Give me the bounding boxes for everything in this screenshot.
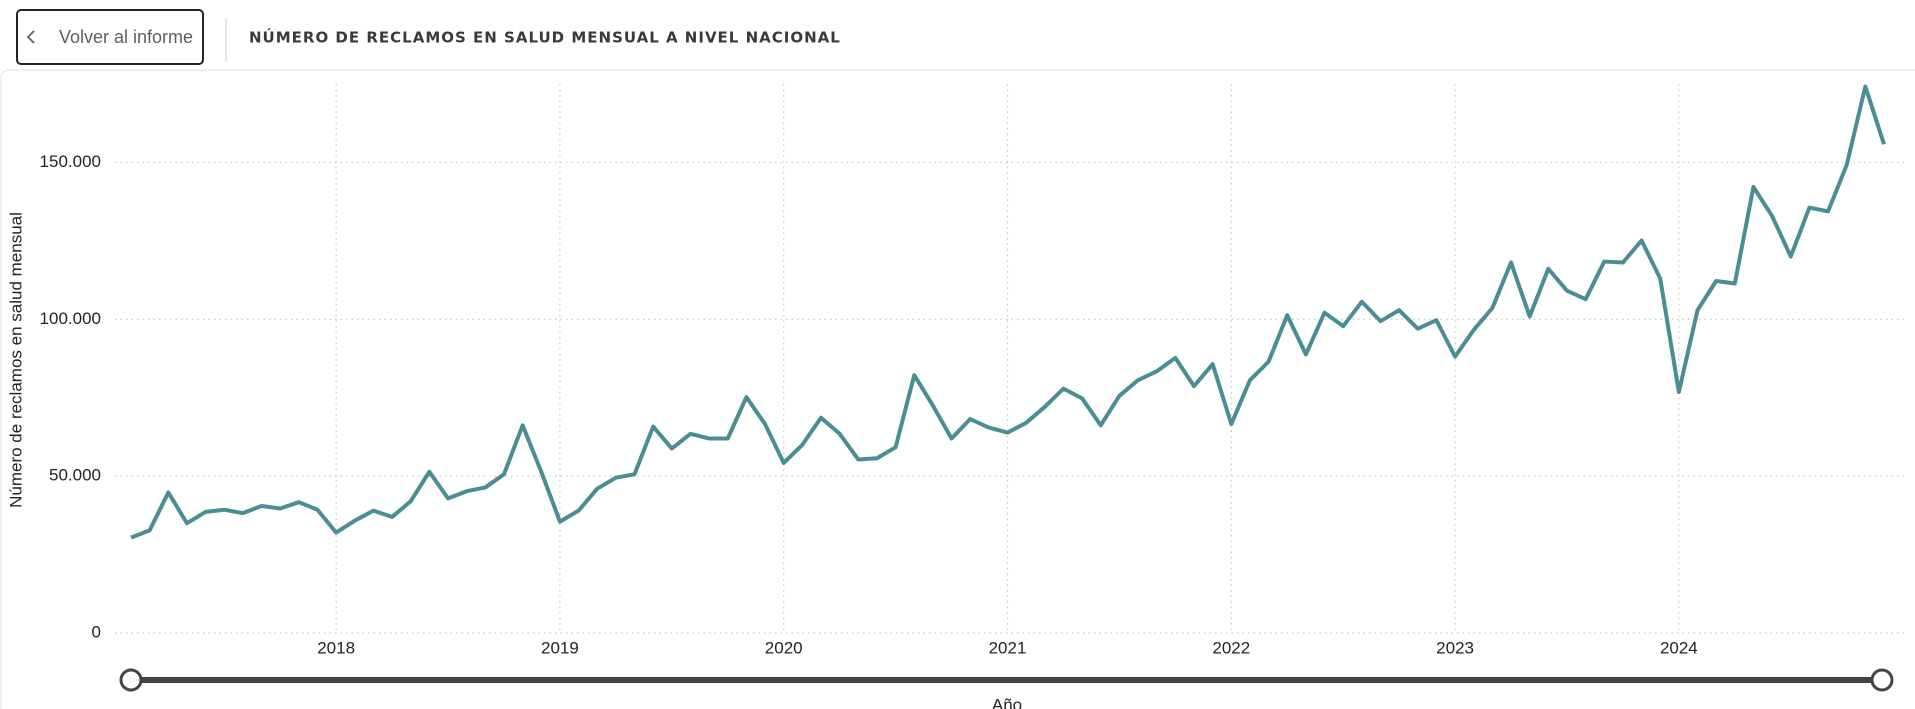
y-tick-label: 50.000 (49, 466, 101, 485)
x-tick-label: 2021 (989, 638, 1027, 657)
range-slider-end[interactable] (1870, 668, 1894, 692)
x-tick-label: 2023 (1436, 638, 1474, 657)
x-axis-title: Año (992, 695, 1022, 709)
back-button-frame[interactable] (16, 9, 204, 65)
x-tick-label: 2019 (541, 638, 579, 657)
x-tick-label: 2018 (317, 638, 355, 657)
range-slider-start[interactable] (119, 668, 143, 692)
x-tick-label: 2024 (1660, 638, 1698, 657)
y-tick-label: 0 (92, 622, 101, 641)
visual-title: NÚMERO DE RECLAMOS EN SALUD MENSUAL A NI… (249, 28, 841, 47)
data-line (130, 84, 1886, 540)
back-button[interactable]: Volver al informe (59, 27, 193, 47)
x-tick-label: 2022 (1212, 638, 1250, 657)
visual-card (0, 69, 1915, 709)
back-icon[interactable] (26, 30, 35, 44)
y-tick-label: 150.000 (40, 152, 101, 171)
x-tick-label: 2020 (765, 638, 803, 657)
y-tick-label: 100.000 (40, 309, 101, 328)
y-axis-title: Número de reclamos en salud mensual (6, 212, 25, 508)
